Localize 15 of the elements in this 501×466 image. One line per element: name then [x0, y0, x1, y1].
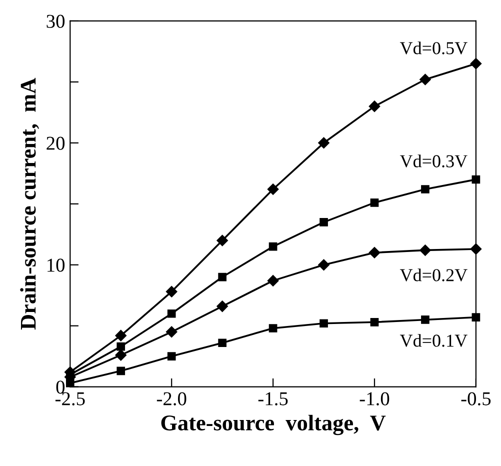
y-tick-label: 10	[48, 258, 65, 272]
y-tick-label: 0	[56, 380, 65, 394]
series-label: Vd=0.3V	[400, 154, 468, 168]
x-tick-label: -0.5	[461, 392, 491, 406]
x-tick-label: -2.0	[156, 392, 186, 406]
x-tick-label: -1.0	[360, 392, 390, 406]
x-tick-label: -2.5	[55, 392, 85, 406]
series-label: Vd=0.2V	[400, 268, 468, 282]
series-label: Vd=0.1V	[400, 334, 468, 347]
x-axis-title: Gate-source voltage, V	[161, 414, 386, 436]
series-label: Vd=0.5V	[400, 42, 468, 54]
y-axis-title: Drain-source current, mA	[20, 78, 39, 330]
y-tick-label: 30	[46, 14, 65, 28]
y-tick-label: 20	[46, 136, 65, 150]
x-tick-label: -1.5	[258, 392, 288, 406]
